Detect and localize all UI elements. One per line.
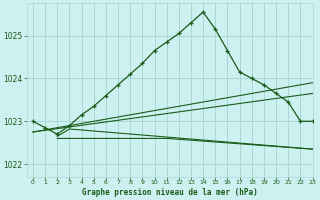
X-axis label: Graphe pression niveau de la mer (hPa): Graphe pression niveau de la mer (hPa) xyxy=(82,188,258,197)
